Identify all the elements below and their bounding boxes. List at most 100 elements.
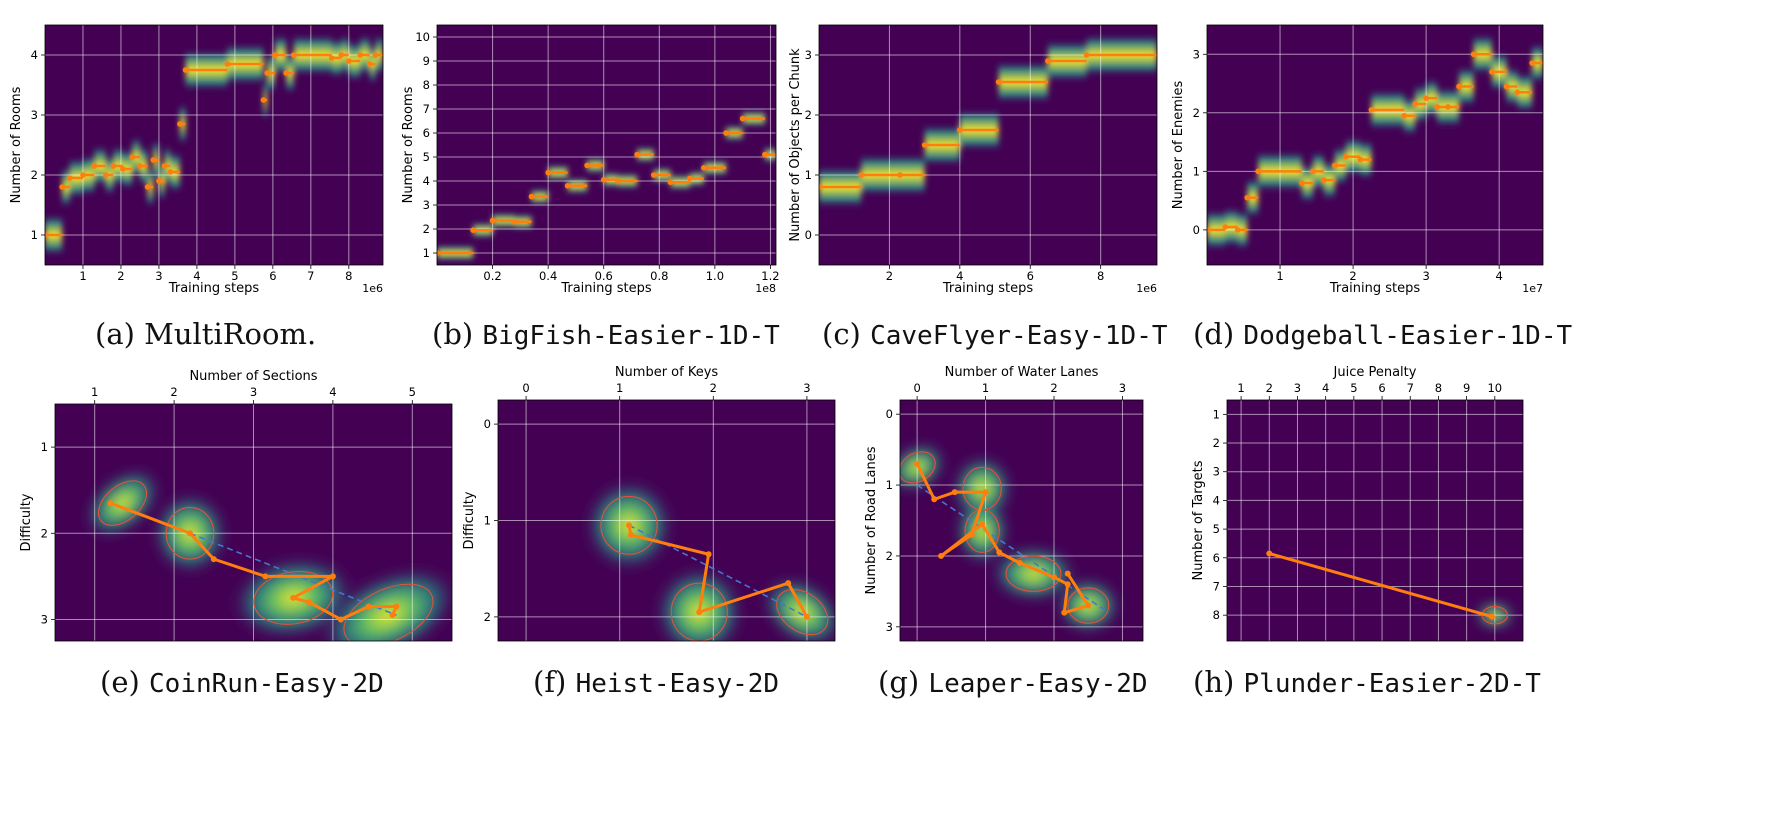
x-tick-label: 8 [1435, 381, 1442, 395]
curriculum-point [283, 70, 289, 76]
curriculum-point [634, 151, 640, 158]
curriculum-path [915, 463, 1090, 615]
curriculum-point [1016, 560, 1023, 567]
curriculum-point [1368, 107, 1375, 113]
curriculum-point [107, 500, 114, 507]
x-tick-label: 10 [1487, 381, 1502, 395]
y-axis-label: Difficulty [462, 491, 477, 549]
caption-name: BigFish-Easier-1D-T [482, 321, 780, 351]
curriculum-point [1423, 95, 1429, 101]
curriculum-point [723, 130, 729, 136]
curriculum-point [1401, 112, 1408, 119]
x-tick-label: 2 [117, 269, 124, 283]
x-tick-label: 4 [329, 385, 336, 399]
y-axis-label: Number of Targets [1191, 460, 1206, 580]
curriculum-point [1207, 227, 1210, 233]
subfigure-caption: (e) CoinRun-Easy-2D [100, 665, 384, 699]
y-axis-label: Difficulty [19, 493, 34, 551]
curriculum-point [264, 70, 270, 76]
density-blob [84, 467, 161, 539]
curriculum-point [600, 177, 607, 183]
y-tick-label: 1 [423, 246, 430, 260]
curriculum-path [1268, 552, 1493, 619]
x-tick-label: 6 [269, 269, 276, 283]
y-tick-label: 4 [1213, 493, 1220, 507]
y-tick-label: 6 [1213, 551, 1220, 565]
curriculum-point [1310, 168, 1316, 175]
subfigure-caption: (d) Dodgeball-Easier-1D-T [1193, 317, 1572, 351]
curriculum-point [372, 52, 379, 58]
curriculum-point [739, 115, 746, 122]
y-tick-label: 5 [423, 150, 430, 164]
curriculum-point [914, 460, 921, 467]
axes-frame [44, 24, 384, 266]
x-tick-label: 8 [345, 269, 352, 283]
caption-label: (h) [1193, 665, 1235, 699]
y-tick-label: 8 [1213, 608, 1220, 622]
x-tick-label: 4 [1322, 381, 1329, 395]
curriculum-point [150, 157, 157, 163]
x-offset-text: 1e6 [1136, 282, 1157, 295]
covariance-ellipse [1067, 587, 1110, 624]
y-tick-label: 3 [805, 48, 812, 62]
chart-6: 0 1 2 3 0 1 2 3 Number of Water Lanes Number of R… [864, 365, 1144, 642]
caption-name: CaveFlyer-Easy-1D-T [870, 321, 1168, 351]
curriculum-point [389, 612, 396, 619]
curriculum-point [696, 609, 703, 616]
y-tick-label: 9 [423, 54, 430, 68]
x-tick-label: 8 [1097, 269, 1104, 283]
x-tick-label: 5 [409, 385, 416, 399]
curriculum-point [224, 61, 231, 67]
curriculum-point [996, 549, 1003, 556]
curriculum-point [1083, 52, 1090, 58]
curriculum-point [290, 594, 297, 601]
curriculum-point [489, 217, 496, 224]
curriculum-point [819, 184, 822, 190]
curriculum-point [182, 67, 189, 73]
curriculum-point [528, 193, 535, 200]
curriculum-point [921, 142, 928, 148]
x-tick-label: 0 [913, 381, 920, 395]
curriculum-point [177, 121, 183, 127]
curriculum-point [210, 556, 217, 563]
curriculum-point [1456, 83, 1462, 90]
curriculum-point [762, 151, 768, 158]
x-axis-label: Training steps [168, 281, 260, 296]
curriculum-point [1255, 168, 1261, 175]
x-tick-label: 3 [1294, 381, 1301, 395]
x-tick-label: 0.4 [539, 269, 557, 283]
curriculum-point [938, 552, 945, 559]
x-tick-label: 0.2 [483, 269, 501, 283]
caption-label: (c) [822, 317, 861, 351]
curriculum-point [329, 573, 336, 580]
y-axis-label: Number of Objects per Chunk [788, 48, 803, 242]
x-axis-label: Number of Keys [615, 365, 719, 380]
y-tick-label: 1 [805, 168, 812, 182]
y-tick-label: 2 [805, 108, 812, 122]
y-axis-label: Number of Road Lanes [864, 446, 879, 594]
curriculum-point [338, 52, 345, 58]
x-tick-label: 5 [1350, 381, 1357, 395]
y-tick-label: 7 [1213, 579, 1220, 593]
curriculum-point [337, 616, 344, 623]
curriculum-point [91, 163, 98, 169]
caption-name: Dodgeball-Easier-1D-T [1243, 321, 1573, 351]
y-tick-label: 2 [484, 610, 491, 624]
curriculum-point [1470, 51, 1477, 58]
curriculum-point [1244, 194, 1250, 201]
y-axis-label: Number of Enemies [1171, 81, 1186, 210]
x-tick-label: 3 [250, 385, 257, 399]
curriculum-point [271, 52, 278, 58]
x-tick-label: 6 [1027, 269, 1034, 283]
curriculum-point [167, 169, 174, 175]
covariance-ellipse [343, 583, 434, 641]
curriculum-point [102, 172, 109, 178]
curriculum-point [931, 496, 938, 503]
curriculum-point [1085, 602, 1092, 609]
y-tick-label: 1 [484, 514, 491, 528]
x-axis-label: Training steps [560, 281, 652, 296]
x-tick-label: 1 [982, 381, 989, 395]
y-axis-label: Number of Rooms [9, 86, 24, 203]
curriculum-point [1332, 162, 1338, 169]
y-tick-label: 2 [41, 526, 48, 540]
